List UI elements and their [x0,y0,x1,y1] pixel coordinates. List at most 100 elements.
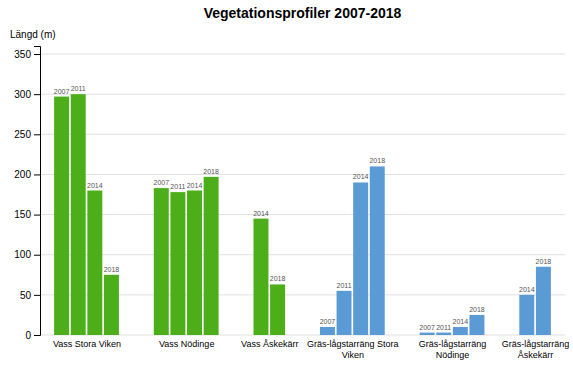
y-tick-label: 300 [14,89,31,100]
bar [54,97,69,335]
y-tick-mark [34,335,40,336]
bar [71,94,86,335]
y-tick-label: 350 [14,49,31,60]
y-tick-mark [34,94,40,95]
y-tick: 200 [14,169,40,180]
bar-label: 2018 [536,258,552,265]
x-tick-label-line: Viken [342,350,364,360]
y-tick-mark [34,174,40,175]
grid-line [40,94,565,95]
bar-label: 2014 [353,173,369,180]
y-tick-mark [34,134,40,135]
bar-label: 2011 [71,85,86,92]
x-tick: Vass Åskekärr [241,339,298,349]
bar [154,188,169,335]
grid-line [40,254,565,255]
x-tick-label: Vass Stora Viken [53,339,121,349]
x-tick: Vass Nödinge [159,339,214,349]
bar-label: 2014 [453,318,469,325]
bar-label: 2018 [469,306,485,313]
grid-line [40,54,565,55]
y-tick-label: 200 [14,169,31,180]
x-tick-label-line: Vass Nödinge [159,339,214,349]
bar-label: 2014 [87,182,103,189]
y-tick: 250 [14,129,40,140]
x-tick-label-line: Nödinge [436,350,470,360]
y-tick: 300 [14,89,40,100]
x-tick: Gräs-lågstarräng StoraViken [307,339,399,359]
y-tick-label: 0 [25,330,31,341]
bar [204,177,219,335]
x-tick-label-line: Gräs-lågstarräng Stora [307,339,399,349]
y-tick-label: 150 [14,209,31,220]
grid-line [40,134,565,135]
x-tick: Vass Stora Viken [53,339,121,349]
x-axis: Vass Stora Viken Vass Nödinge Vass Åskekär… [53,339,569,359]
bar [420,333,435,335]
x-tick-label: Gräs-lågstarrängÅskekärr [502,339,570,359]
y-tick: 0 [25,330,40,341]
bar-labels: 2007201120142018200720112014201820142018… [54,85,551,330]
x-tick-label-line: Vass Åskekärr [241,339,298,349]
bar-label: 2014 [253,210,269,217]
bar [320,327,335,335]
y-tick-label: 100 [14,249,31,260]
x-tick-label: Vass Nödinge [159,339,214,349]
bar-label: 2018 [203,168,219,175]
bar-label: 2018 [104,266,120,273]
title: Vegetationsprofiler 2007-2018 [204,5,402,21]
bar [87,191,102,336]
bar-label: 2007 [153,179,169,186]
y-tick: 50 [20,290,40,301]
y-tick-mark [34,295,40,296]
y-tick: 150 [14,209,40,220]
bar-label: 2018 [369,157,385,164]
x-tick-label-line: Vass Stora Viken [53,339,121,349]
bar-label: 2011 [436,324,451,331]
bars [54,94,551,335]
grid-line [40,214,565,215]
grid [40,54,565,335]
bar [353,182,368,335]
grid-line [40,174,565,175]
bar-label: 2014 [519,286,535,293]
bar [370,166,385,335]
bar-label: 2011 [170,183,185,190]
bar [436,333,451,335]
bar-label: 2007 [54,88,70,95]
y-axis-line [34,47,41,336]
x-tick: Gräs-lågstarrängÅskekärr [502,339,570,359]
x-tick-label: Gräs-lågstarräng StoraViken [307,339,399,359]
bar [104,275,119,335]
x-tick-label-line: Gräs-lågstarräng [419,339,487,349]
bar-label: 2007 [419,324,435,331]
bar [187,191,202,336]
y-tick-label: 50 [20,290,32,301]
x-tick-label-line: Åskekärr [518,350,554,360]
bar [170,192,185,335]
bar [536,267,551,335]
y-axis-title: Längd (m) [10,29,56,40]
bar [469,315,484,335]
y-tick-label: 250 [14,129,31,140]
y-tick-mark [34,215,40,216]
x-tick-label-line: Gräs-lågstarräng [502,339,570,349]
bar-label: 2014 [187,182,203,189]
y-axis: 0 50 100 150 200 250 300 350 [14,47,40,341]
y-tick-mark [34,255,40,256]
x-tick-label: Vass Åskekärr [241,339,298,349]
bar-label: 2018 [270,275,286,282]
bar-label: 2007 [320,318,336,325]
bar [337,291,352,335]
bar [270,284,285,335]
bar [453,327,468,335]
chart: 2007201120142018200720112014201820142018… [0,0,573,375]
y-tick: 350 [14,49,40,60]
x-tick: Gräs-lågstarrängNödinge [419,339,487,359]
bar-label: 2011 [337,282,352,289]
bar [253,219,268,335]
y-tick: 100 [14,249,40,260]
bar [519,295,534,335]
y-tick-mark [34,54,40,55]
x-tick-label: Gräs-lågstarrängNödinge [419,339,487,359]
